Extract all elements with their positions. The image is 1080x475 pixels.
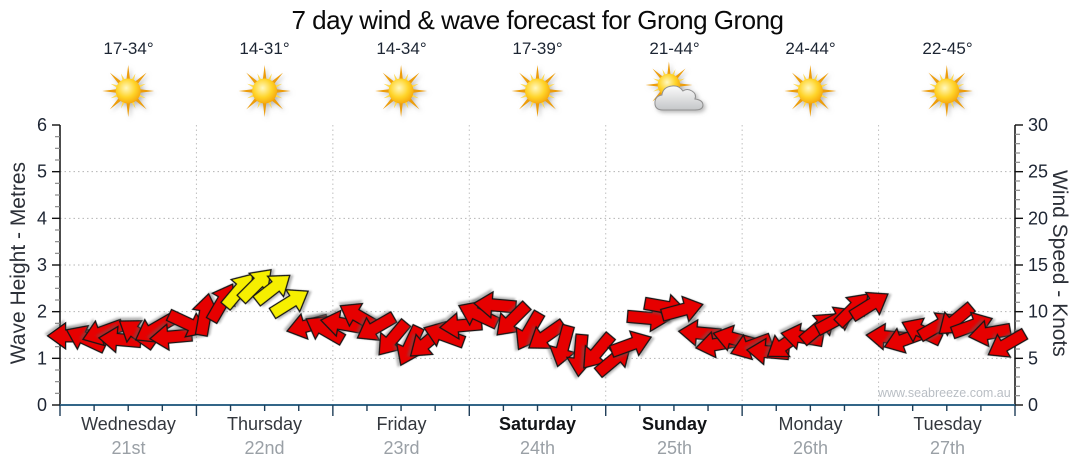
wave-height-tick-label: 4 — [37, 208, 47, 228]
sun-cloud-icon — [645, 61, 704, 111]
wind-speed-tick-label: 15 — [1028, 255, 1048, 275]
day-date-label: 22nd — [244, 438, 285, 458]
wind-speed-tick-label: 10 — [1028, 302, 1048, 322]
gridlines — [60, 125, 1015, 405]
day-label: Monday 26th — [742, 414, 879, 459]
wind-speed-tick-label: 0 — [1028, 395, 1038, 415]
wind-arrow — [527, 318, 568, 349]
sun-icon — [238, 65, 291, 117]
wind-arrow — [472, 290, 518, 320]
watermark: www.seabreeze.com.au — [878, 386, 1011, 400]
wind-arrow — [457, 300, 501, 330]
temp-label: 24-44° — [785, 39, 836, 58]
wind-arrow — [191, 292, 220, 337]
day-label: Sunday 25th — [606, 414, 743, 459]
temp-label: 22-45° — [922, 39, 973, 58]
wind-arrow — [356, 310, 398, 342]
day-name-label: Friday — [376, 414, 427, 434]
day-label: Tuesday 27th — [879, 414, 1016, 459]
day-name-label: Tuesday — [913, 414, 982, 434]
wave-height-tick-label: 5 — [37, 162, 47, 182]
temp-label: 14-34° — [376, 39, 427, 58]
wave-height-tick-label: 1 — [37, 348, 47, 368]
wind-arrow — [608, 330, 653, 358]
axes: 0 1 2 3 4 5 6 0 5 10 15 20 25 30 — [37, 115, 1048, 416]
day-name-label: Saturday — [498, 414, 577, 434]
wave-height-tick-label: 2 — [37, 302, 47, 322]
temp-label: 17-39° — [512, 39, 563, 58]
day-label: Friday 23rd — [333, 414, 470, 459]
wind-arrow — [496, 300, 533, 336]
day-label: Wednesday 21st — [60, 414, 197, 459]
day-date-label: 25th — [656, 438, 693, 458]
sun-icon — [102, 65, 155, 117]
sun-icon — [784, 65, 837, 117]
temp-label: 17-34° — [103, 39, 154, 58]
day-label: Saturday 24th — [469, 414, 606, 459]
wind-arrow — [378, 317, 412, 356]
wind-arrow — [236, 268, 272, 305]
day-label: Thursday 22nd — [196, 414, 333, 459]
day-name-label: Sunday — [641, 414, 707, 434]
wind-arrow-series — [46, 268, 1029, 379]
day-date-label: 27th — [929, 438, 966, 458]
day-name-label: Thursday — [226, 414, 303, 434]
day-date-label: 23rd — [383, 438, 420, 458]
chart-title: 7 day wind & wave forecast for Grong Gro… — [291, 5, 784, 35]
wind-arrow — [583, 330, 617, 369]
wind-speed-axis-title: Wind Speed - Knots — [1048, 169, 1071, 357]
day-name-label: Monday — [778, 414, 843, 434]
sun-icon — [511, 65, 564, 117]
wind-arrow — [252, 274, 291, 307]
wind-arrow — [548, 323, 577, 368]
wind-speed-tick-label: 5 — [1028, 348, 1038, 368]
day-name-label: Wednesday — [81, 414, 176, 434]
wind-arrow — [987, 327, 1029, 358]
wind-speed-tick-label: 20 — [1028, 208, 1048, 228]
day-date-label: 24th — [519, 438, 556, 458]
wind-arrow — [423, 320, 467, 349]
wind-arrow — [659, 295, 704, 323]
wave-height-tick-label: 3 — [37, 255, 47, 275]
wind-speed-tick-label: 25 — [1028, 162, 1048, 182]
wind-arrow — [848, 291, 889, 323]
sun-icon — [375, 65, 428, 117]
wind-arrow — [305, 315, 347, 346]
day-date-label: 26th — [792, 438, 829, 458]
wind-arrow — [268, 288, 310, 320]
temp-label: 14-31° — [239, 39, 290, 58]
day-date-label: 21st — [111, 438, 146, 458]
wind-arrow — [967, 319, 1012, 348]
wave-height-tick-label: 0 — [37, 395, 47, 415]
sun-icon — [920, 65, 973, 117]
wind-speed-tick-label: 30 — [1028, 115, 1048, 135]
temp-label: 21-44° — [649, 39, 700, 58]
wave-height-tick-label: 6 — [37, 115, 47, 135]
